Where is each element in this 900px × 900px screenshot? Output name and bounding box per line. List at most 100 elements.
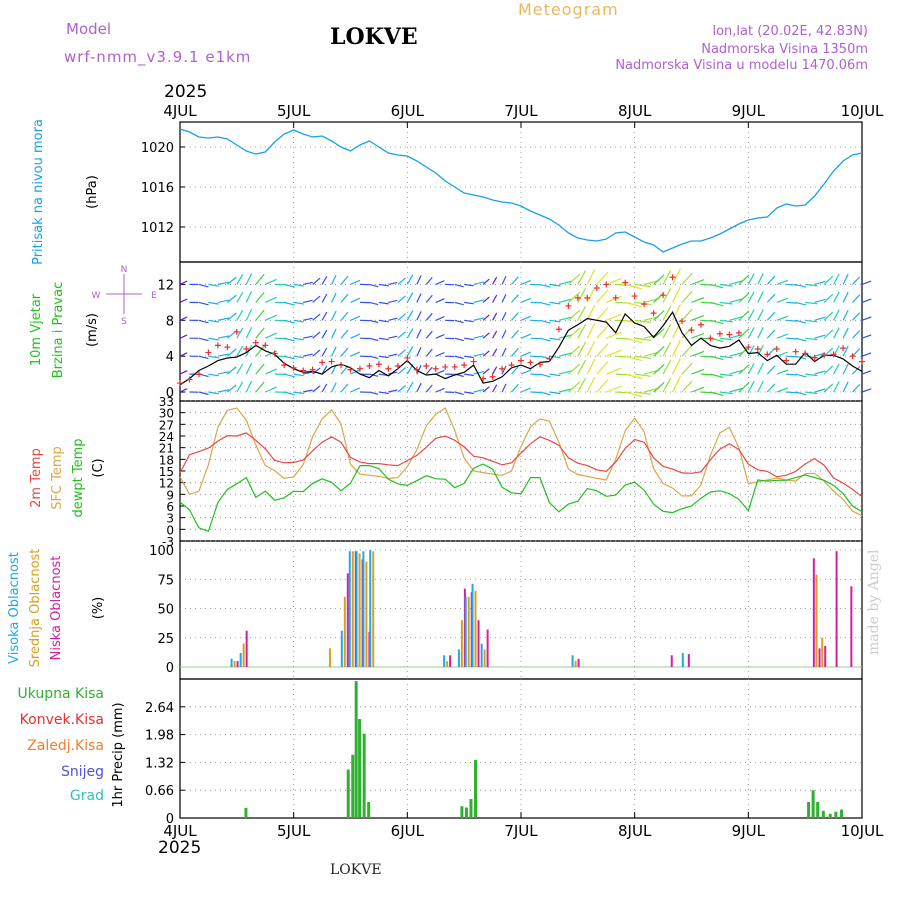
wind-arrow (217, 299, 230, 303)
wind-arrow (757, 344, 764, 357)
wind-arrow (406, 382, 414, 393)
wind-arrow (425, 277, 433, 285)
wind-gust-marker (489, 373, 496, 380)
wind-gust-marker (697, 321, 704, 328)
wind-arrow (625, 391, 643, 398)
wind-arrow (596, 271, 609, 285)
y-tick-label: 0 (166, 661, 174, 676)
wind-arrow (861, 280, 872, 285)
wind-arrow (766, 293, 776, 303)
wind-arrow (236, 381, 244, 393)
wind-arrow (302, 335, 313, 339)
y-tick-label: 100 (149, 544, 174, 559)
wind-arrow (577, 323, 587, 339)
wind-arrow (236, 309, 244, 321)
wind-gust-marker (413, 366, 420, 373)
wind-arrow (406, 310, 414, 321)
wind-arrow (378, 355, 389, 359)
wind-arrow (520, 369, 532, 375)
y-tick-label: 0 (166, 812, 174, 827)
wind-gust-marker (726, 331, 733, 338)
wind-gust-marker (754, 345, 761, 352)
precip-bar (834, 811, 838, 818)
wind-arrow (435, 316, 445, 321)
pressure-axis-title: Pritisak na nivou mora (31, 119, 46, 265)
wind-arrow (501, 383, 507, 393)
wind-arrow (293, 301, 304, 305)
wind-arrow (653, 310, 665, 321)
wind-arrow (710, 391, 724, 396)
wind-arrow (691, 386, 705, 393)
wind-axis-title-2: Brzina i Pravac (51, 282, 66, 379)
wind-arrow (776, 279, 789, 285)
wind-arrow (245, 308, 253, 321)
wind-arrow (350, 351, 361, 357)
x-tick-label-top: 10JUL (841, 102, 884, 120)
wind-arrow (852, 294, 861, 303)
x-tick-label-top: 6JUL (391, 102, 425, 120)
wind-arrow (738, 364, 750, 375)
wind-arrow (747, 363, 755, 375)
wind-arrow (691, 315, 705, 321)
wind-arrow (425, 348, 433, 357)
wind-arrow (369, 319, 379, 324)
wind-arrow (814, 388, 826, 393)
wind-arrow (634, 373, 651, 377)
model-elevation: Nadmorska Visina u modelu 1470.06m (615, 58, 868, 73)
wind-arrow (520, 279, 532, 285)
wind-gust-marker (271, 350, 278, 357)
cloud-axis-title-mid: Srednja Oblacnost (28, 549, 43, 668)
wind-gust-marker (565, 302, 572, 309)
wind-arrow (284, 319, 295, 324)
pressure-line (179, 128, 863, 253)
wind-arrow (473, 335, 485, 339)
wind-arrow (511, 330, 519, 339)
wind-arrow (501, 347, 507, 357)
y-tick-label: 15 (159, 465, 174, 479)
wind-arrow (786, 355, 797, 358)
wind-arrow (198, 337, 209, 342)
precip-bar (811, 790, 815, 818)
wind-arrow (729, 280, 743, 285)
wind-arrow (586, 287, 596, 303)
wind-arrow (454, 319, 464, 324)
wind-arrow (539, 283, 551, 288)
wind-arrow (662, 288, 672, 303)
wind-arrow (861, 388, 872, 393)
wind-arrow (378, 301, 389, 305)
wind-arrow (719, 391, 733, 395)
y-tick-label: 1020 (141, 141, 174, 156)
wind-arrow (265, 386, 277, 393)
wind-arrow (568, 273, 581, 285)
wind-arrow (492, 330, 498, 339)
wind-arrow (454, 283, 464, 288)
precip-bar (244, 807, 248, 818)
wind-arrow (236, 291, 244, 303)
wind-arrow (814, 298, 826, 303)
compass-south: S (121, 317, 127, 327)
y-tick-label: 9 (166, 488, 174, 502)
wind-arrow (321, 329, 328, 339)
wind-arrow (710, 373, 724, 379)
sfc-temp-line (179, 407, 863, 517)
wind-arrow (255, 273, 265, 285)
wind-gust-marker (328, 358, 335, 365)
wind-gust-marker (451, 363, 458, 370)
wind-arrow (757, 327, 764, 339)
wind-gust-marker (716, 330, 723, 337)
wind-gust-marker (177, 380, 183, 387)
y-tick-label: 18 (159, 453, 174, 467)
wind-arrow (350, 333, 361, 339)
x-tick-label-top: 8JUL (618, 102, 652, 120)
year-bottom: 2025 (158, 838, 202, 858)
wind-arrow (606, 367, 622, 375)
wind-arrow (340, 311, 349, 321)
precip-bar (807, 802, 811, 818)
wind-arrow (861, 370, 872, 375)
wind-arrow (662, 324, 672, 339)
wind-arrow (179, 370, 188, 375)
wind-arrow (464, 301, 474, 305)
wind-gust-marker (404, 354, 411, 361)
wind-arrow (539, 337, 551, 342)
wind-arrow (416, 382, 422, 393)
